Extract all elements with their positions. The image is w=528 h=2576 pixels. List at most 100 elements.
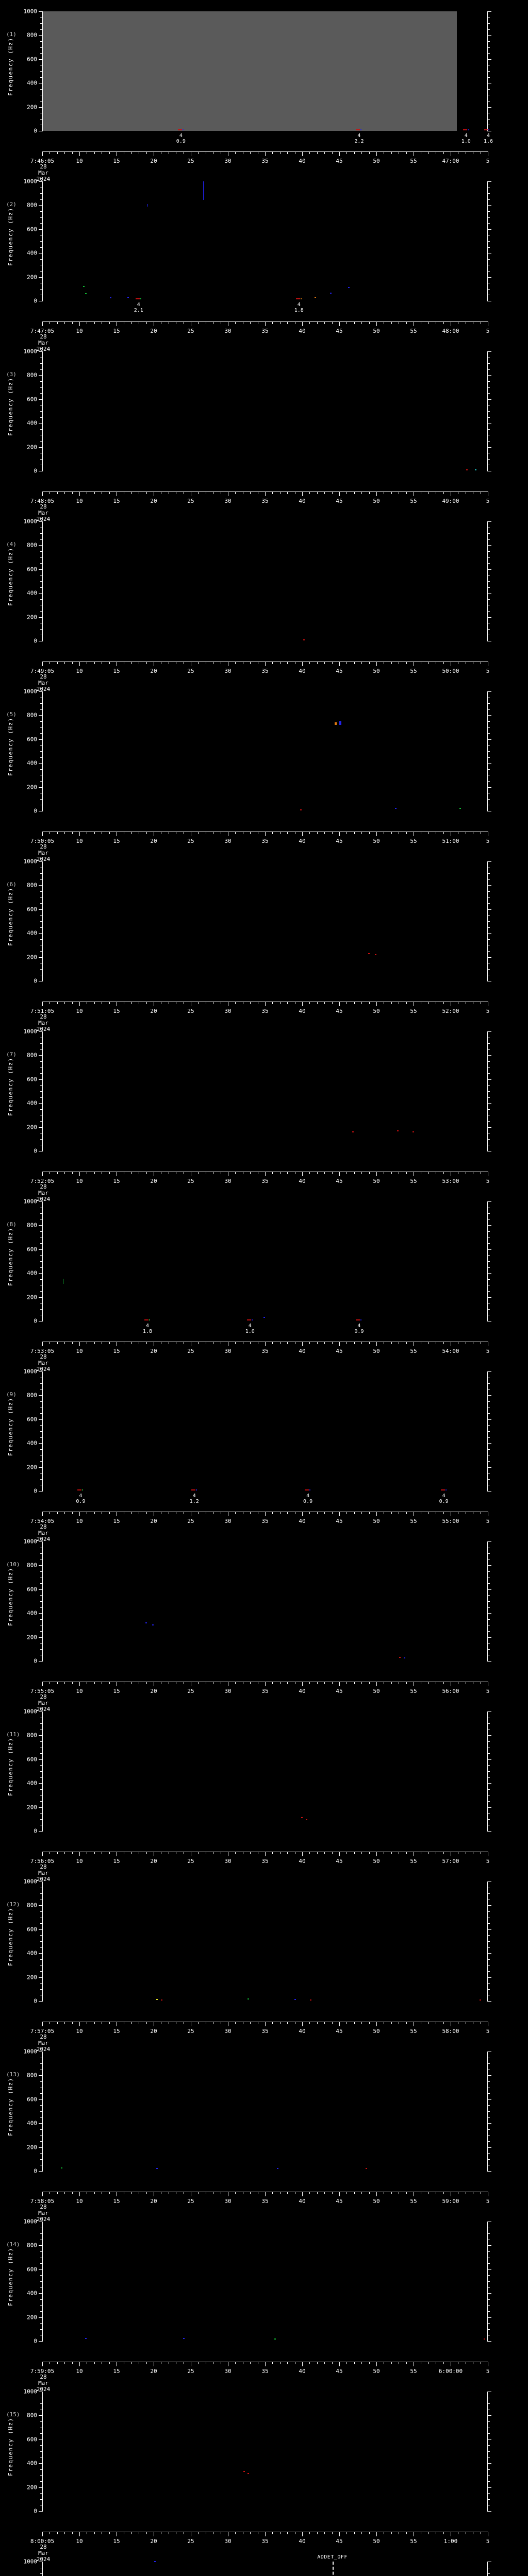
trace-point: [294, 1999, 296, 2001]
y-tick: [40, 2433, 43, 2434]
y-tick: [487, 2317, 491, 2318]
x-tick: [131, 2362, 132, 2364]
x-tick: [235, 662, 236, 664]
y-tick-label: 1000: [23, 858, 38, 865]
x-tick: [57, 1342, 58, 1344]
y-tick: [40, 879, 43, 880]
x-tick: [272, 2362, 273, 2364]
y-tick: [487, 2233, 490, 2234]
x-tick: [250, 2532, 251, 2534]
y-tick: [487, 1425, 490, 1426]
x-tick: [391, 1342, 392, 1344]
y-tick: [487, 1789, 490, 1790]
y-tick: [487, 2481, 490, 2482]
x-tick: [443, 1512, 444, 1514]
x-tick: [265, 662, 266, 666]
y-tick: [487, 1031, 491, 1032]
x-tick: [235, 1002, 236, 1004]
y-tick: [40, 1267, 43, 1268]
x-tick-label: 10: [76, 1178, 83, 1184]
x-tick: [235, 2192, 236, 2194]
x-tick: [406, 492, 407, 494]
y-tick-label: 1000: [23, 1368, 38, 1375]
x-tick: [109, 2022, 110, 2024]
x-tick: [265, 2532, 266, 2536]
y-tick: [39, 739, 43, 740]
x-tick: [265, 832, 266, 836]
plot-area: 0 200 400 600 800 1000: [24, 519, 491, 644]
y-tick: [487, 1619, 490, 1620]
trace-point: [248, 1998, 250, 1999]
y-tick-label: 600: [27, 1076, 37, 1083]
trace-point: [156, 2167, 158, 2169]
x-tick: [309, 1852, 310, 1854]
x-tick: [64, 1002, 65, 1004]
y-tick: [40, 71, 43, 72]
x-tick-label: 5: [486, 668, 490, 674]
x-tick-label: 20: [150, 2368, 157, 2375]
x-tick-label: 55: [410, 2538, 417, 2545]
x-tick-label: 40: [299, 1178, 306, 1184]
y-tick-label: 0: [34, 1147, 37, 1155]
panel-number: (3): [6, 371, 16, 378]
y-tick: [40, 2481, 43, 2482]
y-tick: [487, 1255, 490, 1256]
y-axis-title: Frequency (Hz): [7, 207, 14, 266]
y-tick: [40, 1109, 43, 1110]
y-tick: [487, 927, 490, 928]
x-tick: [198, 832, 199, 834]
y-tick-label: 200: [27, 2484, 37, 2491]
x-tick: [57, 662, 58, 664]
y-tick: [487, 1571, 490, 1572]
y-tick-label: 400: [27, 1950, 37, 1957]
y-tick: [487, 2099, 491, 2100]
x-tick: [428, 1002, 429, 1004]
x-tick: [317, 321, 318, 324]
trace-point: [300, 809, 302, 810]
x-tick: [354, 151, 355, 154]
x-tick-label: 50: [373, 668, 380, 674]
x-tick-label: 5: [486, 1858, 490, 1865]
y-tick-label: 1000: [23, 1538, 38, 1545]
y-tick: [487, 957, 491, 958]
x-tick: [309, 1002, 310, 1004]
y-tick: [40, 2403, 43, 2404]
y-tick: [487, 727, 490, 728]
y-tick: [487, 1201, 491, 1202]
y-tick-label: 400: [27, 759, 37, 767]
x-tick: [64, 492, 65, 494]
detection-bar: [135, 298, 140, 299]
x-tick: [369, 1512, 370, 1514]
y-tick: [40, 1923, 43, 1924]
y-tick: [487, 2281, 490, 2282]
x-tick: [57, 1512, 58, 1514]
x-tick-label: 30: [224, 1348, 232, 1354]
y-tick: [487, 1261, 490, 1262]
trace-blob: [339, 721, 341, 725]
x-axis-date: 28 Mar 2024: [36, 673, 51, 692]
y-tick: [39, 2245, 43, 2246]
x-tick-label: 1:00: [443, 2538, 458, 2545]
x-tick: [302, 1852, 303, 1856]
x-tick: [57, 832, 58, 834]
x-tick: [302, 662, 303, 666]
y-tick: [39, 277, 43, 278]
detection-bar: [463, 129, 467, 131]
y-tick: [487, 1553, 490, 1554]
detection-dot: [149, 1319, 151, 1320]
x-tick-label: 30: [224, 1688, 232, 1694]
y-tick: [40, 703, 43, 704]
x-tick: [324, 321, 325, 324]
x-tick: [391, 1512, 392, 1514]
x-axis-date: 28 Mar 2024: [36, 1863, 51, 1883]
x-tick: [72, 1512, 73, 1514]
x-tick: [309, 2192, 310, 2194]
y-tick-label: 0: [34, 1657, 37, 1665]
y-tick: [487, 1807, 491, 1808]
x-tick: [317, 1512, 318, 1514]
y-tick: [40, 2105, 43, 2106]
x-tick-label: 50: [373, 2198, 380, 2205]
y-tick: [487, 2463, 491, 2464]
trace-point: [374, 954, 376, 955]
plot-area: 0 200 400 600 800 1000: [24, 349, 491, 474]
